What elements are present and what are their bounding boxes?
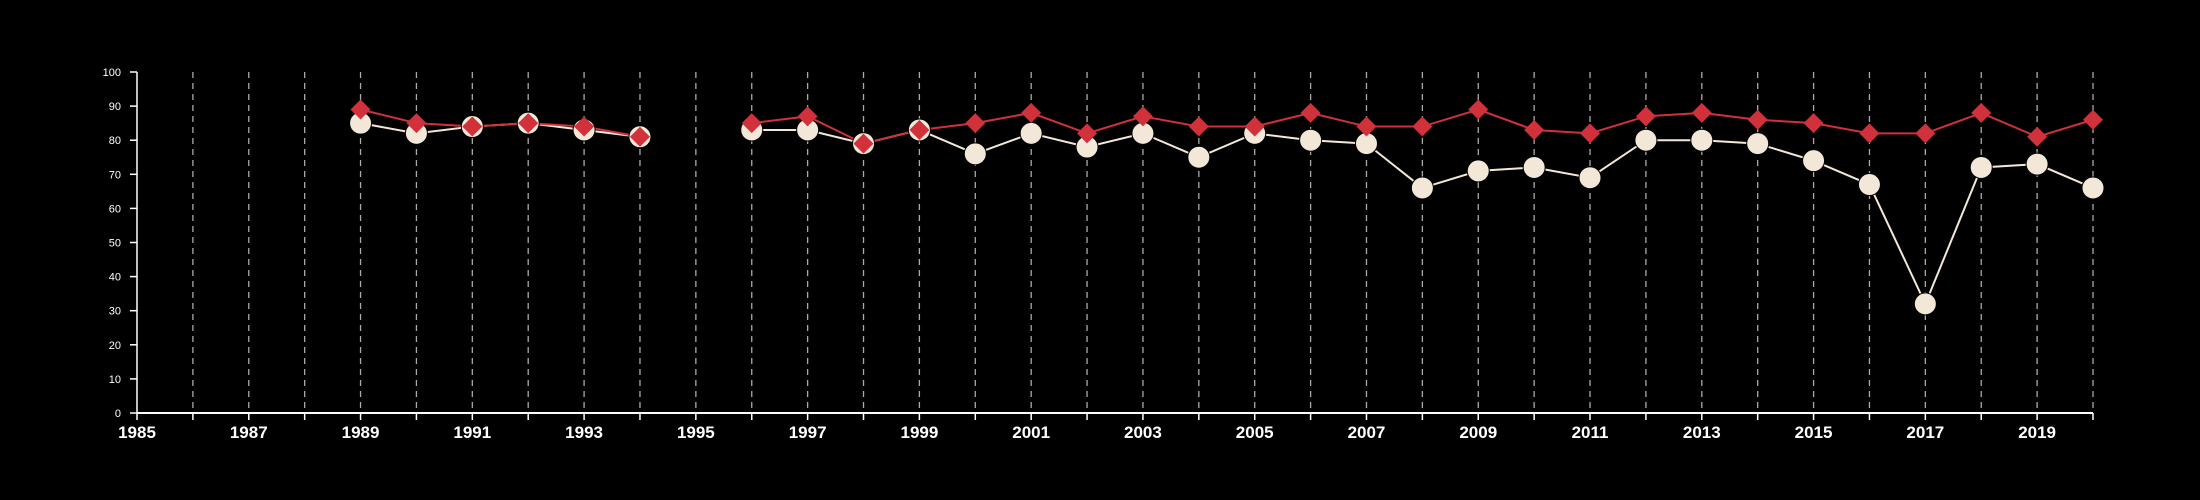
data-point-diamond: [1468, 99, 1489, 120]
y-tick-label: 0: [115, 408, 121, 420]
data-point-circle: [1522, 155, 1546, 179]
data-point-circle: [1634, 128, 1658, 152]
data-point-diamond: [1300, 102, 1321, 123]
x-tick-label: 2011: [1572, 423, 1609, 442]
data-point-circle: [1410, 176, 1434, 200]
x-tick-label: 2005: [1236, 423, 1274, 442]
data-point-diamond: [1859, 123, 1880, 144]
data-point-circle: [2025, 152, 2049, 176]
data-point-diamond: [909, 119, 930, 140]
x-tick-label: 2017: [1906, 423, 1944, 442]
data-point-circle: [1857, 173, 1881, 197]
x-tick-label: 2001: [1012, 423, 1050, 442]
data-point-diamond: [2027, 126, 2048, 147]
data-point-circle: [1578, 166, 1602, 190]
data-point-circle: [1299, 128, 1323, 152]
data-point-circle: [1969, 155, 1993, 179]
data-point-diamond: [1580, 123, 1601, 144]
data-point-diamond: [1188, 116, 1209, 137]
data-point-diamond: [1132, 106, 1153, 127]
data-point-diamond: [518, 113, 539, 134]
data-point-circle: [2081, 176, 2105, 200]
x-tick-label: 1991: [453, 423, 491, 442]
y-tick-label: 80: [109, 135, 121, 147]
data-point-diamond: [1356, 116, 1377, 137]
x-tick-label: 2015: [1795, 423, 1833, 442]
data-point-diamond: [629, 126, 650, 147]
data-point-diamond: [1524, 119, 1545, 140]
x-tick-label: 1993: [565, 423, 603, 442]
x-tick-label: 1999: [900, 423, 938, 442]
y-tick-label: 30: [109, 306, 121, 318]
x-tick-label: 1987: [230, 423, 268, 442]
data-point-diamond: [1635, 106, 1656, 127]
y-tick-label: 90: [109, 101, 121, 113]
y-tick-label: 40: [109, 272, 121, 284]
y-tick-label: 10: [109, 374, 121, 386]
data-point-circle: [1466, 159, 1490, 183]
data-point-diamond: [1412, 116, 1433, 137]
x-tick-label: 2009: [1459, 423, 1497, 442]
axes: 0 10 20 30 40 50 60 70 80 90 100 1985 1987 1989 1991 19…: [103, 67, 2094, 442]
x-tick-label: 2003: [1124, 423, 1162, 442]
data-point-diamond: [462, 116, 483, 137]
data-point-diamond: [1244, 116, 1265, 137]
data-point-circle: [1802, 149, 1826, 173]
data-point-diamond: [2083, 109, 2103, 130]
data-point-diamond: [350, 99, 371, 120]
data-point-circle: [1913, 292, 1937, 316]
data-point-diamond: [853, 133, 874, 154]
y-tick-label: 70: [109, 169, 121, 181]
data-point-diamond: [741, 113, 762, 134]
x-tick-label: 1989: [342, 423, 380, 442]
data-point-diamond: [1803, 113, 1824, 134]
x-tick-label: 1997: [789, 423, 827, 442]
data-point-diamond: [574, 116, 595, 137]
x-tick-label: 2019: [2018, 423, 2056, 442]
data-point-diamond: [1915, 123, 1936, 144]
data-point-diamond: [965, 113, 986, 134]
data-point-circle: [963, 142, 987, 166]
x-tick-label: 2013: [1683, 423, 1721, 442]
data-point-diamond: [1691, 102, 1712, 123]
data-point-diamond: [1971, 102, 1992, 123]
data-point-circle: [1746, 132, 1770, 156]
data-point-diamond: [1747, 109, 1768, 130]
data-point-diamond: [1077, 123, 1098, 144]
data-point-circle: [1690, 128, 1714, 152]
data-point-circle: [1187, 145, 1211, 169]
x-tick-label: 1985: [118, 423, 156, 442]
y-tick-label: 20: [109, 340, 121, 352]
y-tick-label: 100: [103, 67, 121, 79]
series-line: [360, 108, 641, 138]
data-point-circle: [1019, 121, 1043, 145]
data-point-diamond: [1021, 102, 1042, 123]
data-point-diamond: [406, 113, 427, 134]
data-point-diamond: [797, 106, 818, 127]
series-group: [349, 99, 2105, 316]
x-tick-label: 1995: [677, 423, 715, 442]
x-tick-label: 2007: [1348, 423, 1386, 442]
y-tick-label: 50: [109, 238, 121, 250]
y-tick-label: 60: [109, 203, 121, 215]
